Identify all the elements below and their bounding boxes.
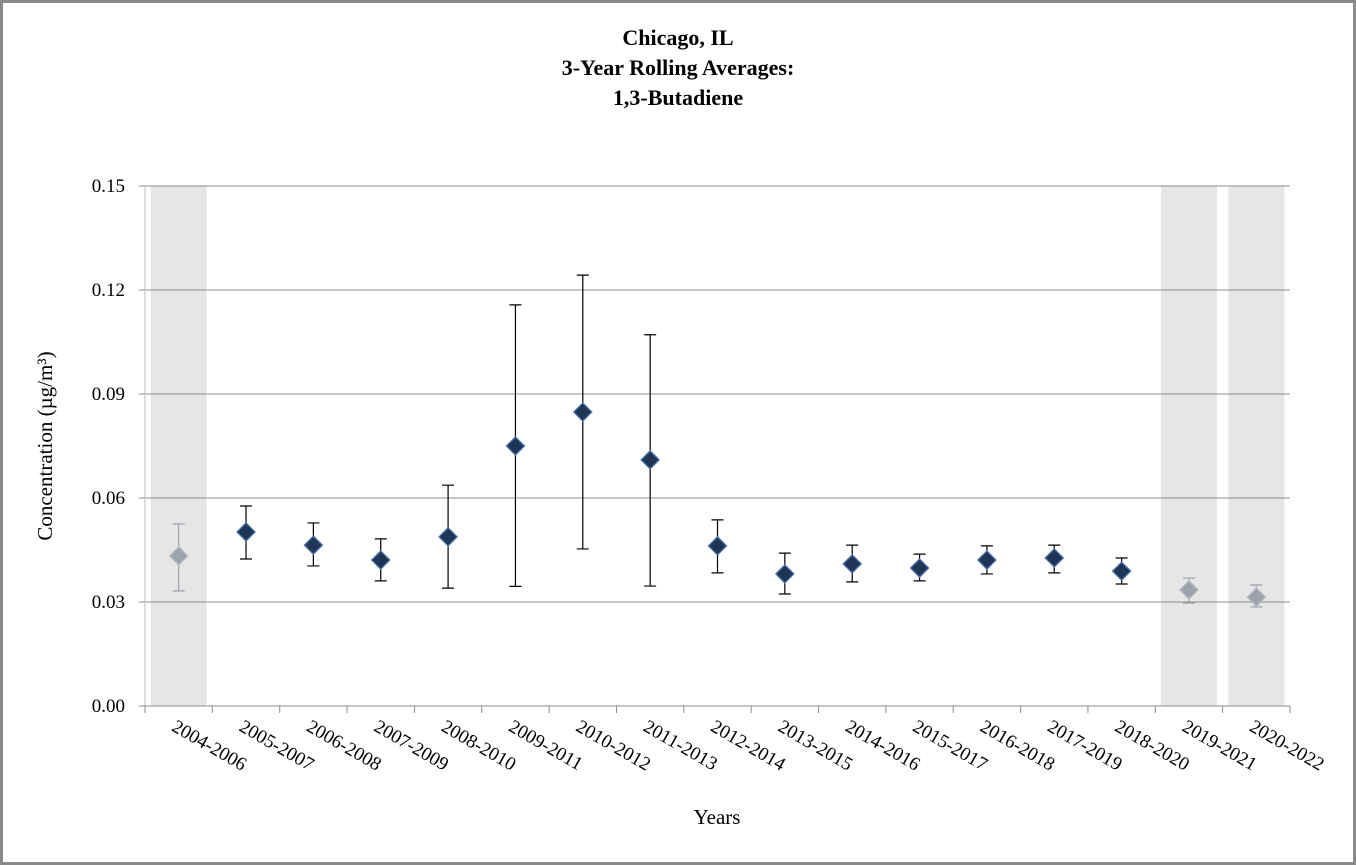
data-point (1111, 561, 1132, 582)
data-point (303, 535, 324, 556)
y-axis-label: Concentration (µg/m³) (33, 351, 57, 540)
y-tick-label: 0.15 (92, 176, 125, 197)
data-point (976, 550, 997, 570)
data-point (370, 550, 391, 570)
data-point (236, 522, 256, 542)
shaded-band (150, 186, 207, 706)
chart-title: Chicago, IL (622, 25, 733, 50)
data-point (1179, 579, 1199, 600)
y-tick-label: 0.12 (92, 280, 125, 301)
data-point (640, 449, 661, 470)
data-point (707, 535, 728, 556)
data-point (842, 553, 863, 574)
y-tick-label: 0.03 (92, 592, 125, 613)
data-point (1044, 548, 1065, 568)
shaded-band (1228, 186, 1285, 706)
shaded-band (1160, 186, 1217, 706)
data-point (438, 526, 459, 547)
y-tick-label: 0.00 (92, 696, 125, 717)
data-point (168, 545, 189, 566)
data-point (1246, 587, 1267, 608)
data-point (909, 558, 930, 578)
chart-title: 3-Year Rolling Averages: (562, 55, 795, 80)
y-tick-label: 0.09 (92, 384, 125, 405)
data-point (505, 436, 526, 456)
data-point (572, 402, 593, 422)
x-axis-label: Years (694, 805, 741, 829)
data-point (774, 564, 795, 584)
y-tick-label: 0.06 (92, 488, 125, 509)
chart-title: 1,3-Butadiene (613, 85, 743, 110)
